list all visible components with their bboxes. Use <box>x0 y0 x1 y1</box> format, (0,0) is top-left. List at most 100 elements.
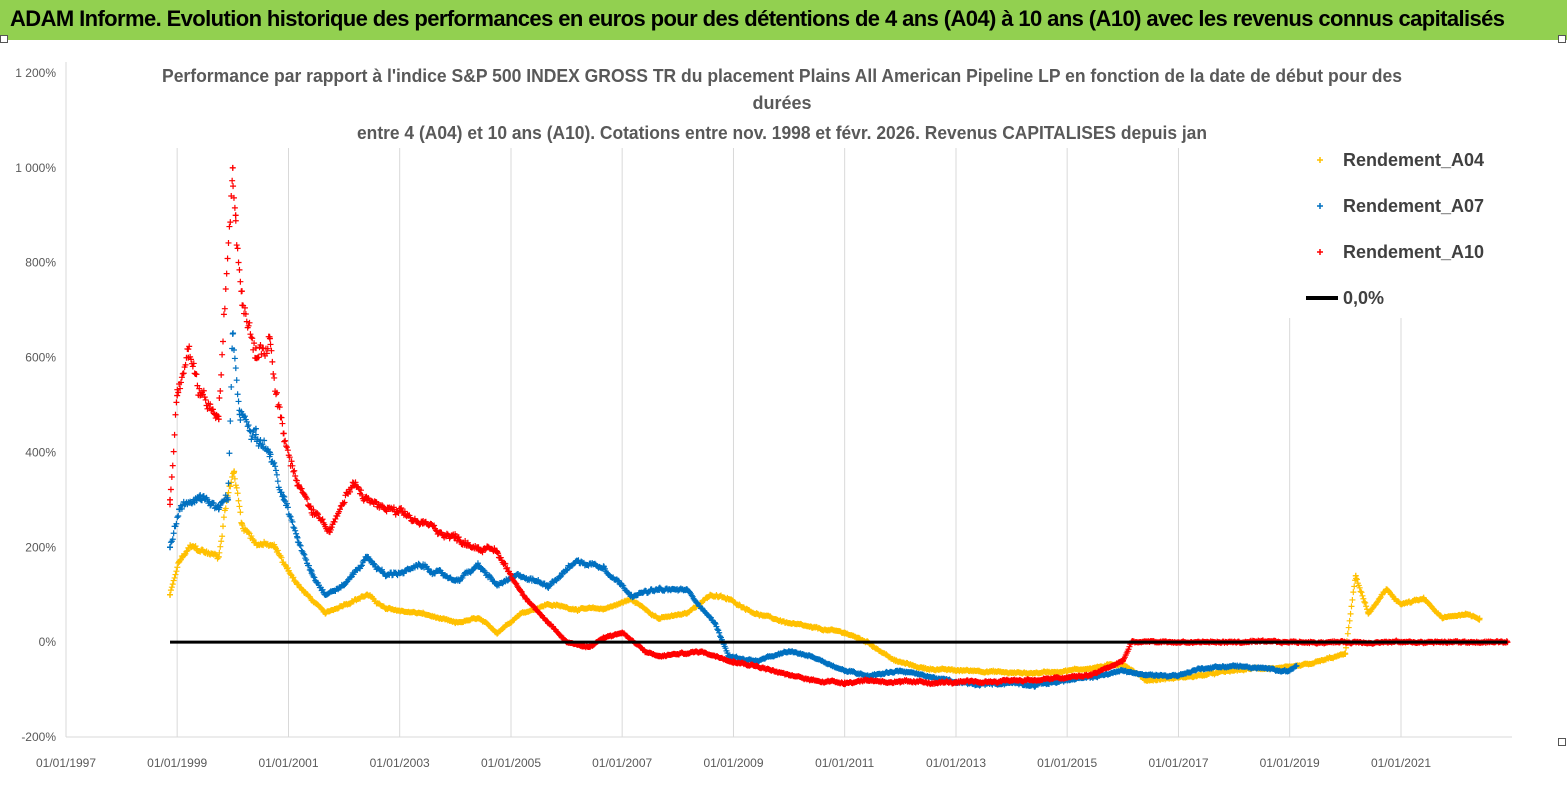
series-rendement-a04 <box>167 468 1483 684</box>
data-point <box>1309 660 1316 667</box>
data-point <box>232 212 239 219</box>
data-point <box>201 394 208 401</box>
data-point <box>169 581 176 588</box>
data-point <box>516 572 523 579</box>
data-point <box>241 304 248 311</box>
title-line-1: Performance par rapport à l'indice S&P 5… <box>162 66 1402 86</box>
data-point <box>307 503 314 510</box>
data-point <box>390 504 397 511</box>
data-point <box>245 529 252 536</box>
data-point <box>190 360 197 367</box>
data-point <box>230 346 237 353</box>
x-tick-label: 01/01/2019 <box>1260 756 1320 770</box>
data-point <box>257 341 264 348</box>
data-point <box>642 648 649 655</box>
data-point <box>171 431 178 438</box>
data-point <box>1293 662 1300 669</box>
data-point <box>182 361 189 368</box>
resize-handle-top-left[interactable] <box>0 35 8 43</box>
data-point <box>841 629 848 636</box>
data-point <box>1119 667 1126 674</box>
data-point <box>1359 592 1366 599</box>
data-point <box>600 563 607 570</box>
data-point <box>248 533 255 540</box>
data-point <box>278 489 285 496</box>
x-tick-label: 01/01/2013 <box>926 756 986 770</box>
data-point <box>299 586 306 593</box>
data-point <box>185 346 192 353</box>
data-point <box>897 667 904 674</box>
data-point <box>170 530 177 537</box>
data-point <box>520 592 527 599</box>
data-point <box>276 404 283 411</box>
data-point <box>222 505 229 512</box>
data-point <box>181 552 188 559</box>
data-point <box>469 567 476 574</box>
data-point <box>1352 572 1359 579</box>
data-point <box>170 448 177 455</box>
data-point <box>266 449 273 456</box>
data-point <box>220 311 227 318</box>
data-point <box>495 550 502 557</box>
data-point <box>315 511 322 518</box>
data-point <box>722 645 729 652</box>
data-point <box>336 506 343 513</box>
data-point <box>296 541 303 548</box>
data-point <box>475 544 482 551</box>
data-point <box>1351 583 1358 590</box>
data-point <box>331 518 338 525</box>
data-point <box>688 592 695 599</box>
resize-handle-bottom-right[interactable] <box>1558 738 1566 746</box>
x-tick-label: 01/01/2007 <box>592 756 652 770</box>
data-point <box>173 520 180 527</box>
data-point <box>600 634 607 641</box>
data-point <box>269 358 276 365</box>
data-point <box>656 586 663 593</box>
data-point <box>197 492 204 499</box>
data-point <box>245 422 252 429</box>
data-point <box>215 506 222 513</box>
data-point <box>809 624 816 631</box>
data-point <box>308 506 315 513</box>
resize-handle-top-right[interactable] <box>1558 35 1566 43</box>
data-point <box>952 679 959 686</box>
data-point <box>545 582 551 589</box>
data-point <box>341 601 348 608</box>
data-point <box>247 331 254 338</box>
data-point <box>841 679 848 686</box>
data-point <box>202 396 209 403</box>
data-point <box>178 374 185 381</box>
data-point <box>175 389 182 396</box>
data-point <box>357 487 364 494</box>
data-point <box>273 467 280 474</box>
data-point <box>1350 589 1357 596</box>
data-point <box>168 584 175 591</box>
data-point <box>268 347 275 354</box>
data-point <box>192 543 199 550</box>
data-point <box>1397 601 1404 608</box>
data-point <box>288 458 295 465</box>
data-point <box>1363 603 1370 610</box>
data-point <box>228 383 235 390</box>
data-point <box>289 462 296 469</box>
data-point <box>382 506 389 513</box>
data-point <box>186 343 193 350</box>
data-point <box>175 513 182 520</box>
data-point <box>225 239 232 246</box>
data-point <box>167 587 174 594</box>
data-point <box>683 610 690 617</box>
data-point <box>350 482 357 489</box>
data-point <box>236 266 243 273</box>
data-point <box>486 573 493 580</box>
title-line-2: durées <box>752 93 811 113</box>
data-point <box>284 447 291 454</box>
data-point <box>656 615 663 622</box>
data-point <box>221 305 228 312</box>
legend-label: Rendement_A04 <box>1343 150 1484 170</box>
data-point <box>452 577 459 584</box>
data-point <box>167 591 174 598</box>
data-point <box>600 605 607 612</box>
data-point <box>516 586 523 593</box>
data-point <box>1031 669 1038 676</box>
data-point <box>229 330 236 337</box>
